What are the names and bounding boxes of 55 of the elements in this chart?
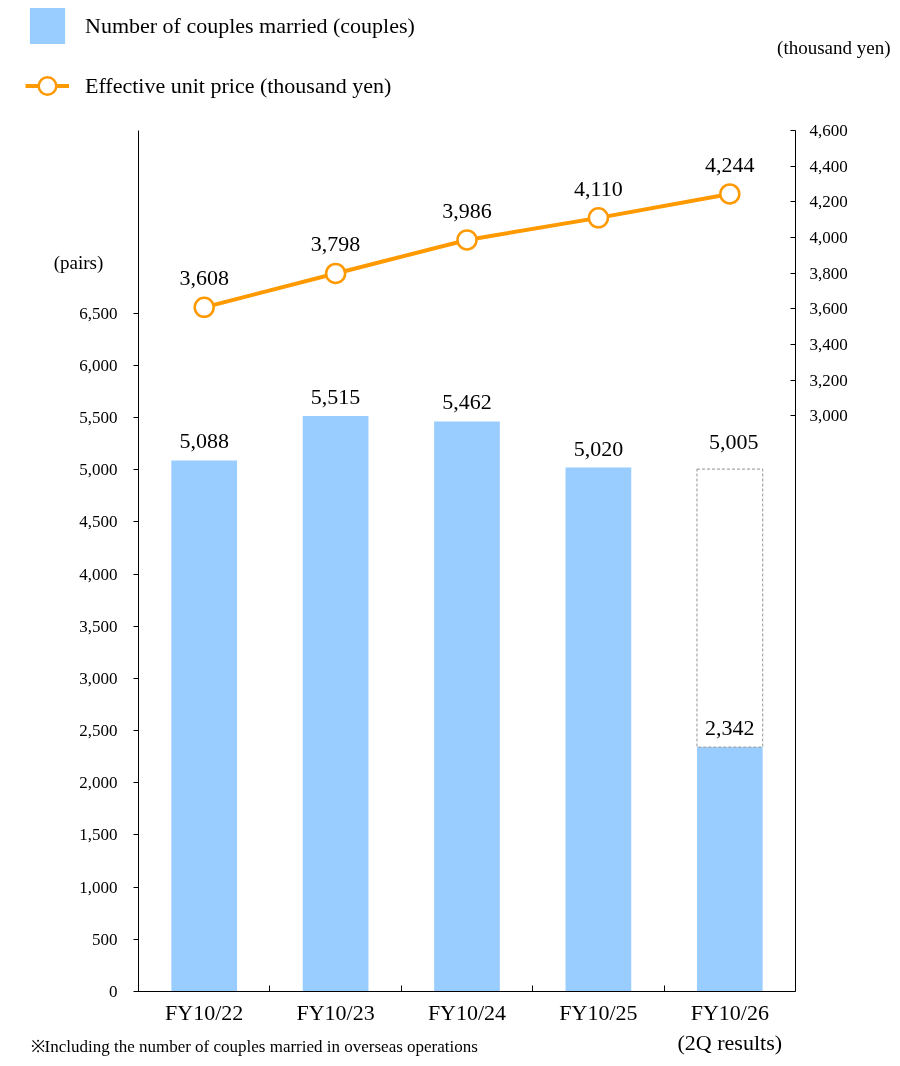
y-tick-label: 500 bbox=[92, 929, 118, 949]
y2-tick-label: 3,600 bbox=[809, 299, 848, 319]
y2-axis-title: (thousand yen) bbox=[777, 37, 891, 59]
y2-tick-label: 4,200 bbox=[809, 192, 848, 212]
y-tick-label: 2,500 bbox=[79, 721, 118, 741]
y2-tick-label: 3,400 bbox=[809, 334, 848, 354]
total-label: 5,005 bbox=[709, 429, 759, 455]
bar bbox=[565, 467, 632, 992]
y-tick-label: 0 bbox=[109, 982, 118, 1001]
bar bbox=[302, 415, 369, 992]
point bbox=[587, 207, 610, 229]
x-tick-label: FY10/26 (2Q results) bbox=[677, 999, 783, 1055]
y-axis-title: (pairs) bbox=[53, 252, 104, 274]
data-label: 5,515 bbox=[310, 383, 361, 409]
y-tick-label: 3,000 bbox=[79, 668, 118, 688]
data-label: 3,798 bbox=[310, 231, 361, 257]
y-tick-label: 3,500 bbox=[79, 616, 118, 636]
y-tick-label: 1,000 bbox=[79, 877, 118, 897]
y-tick-label: 2,000 bbox=[79, 773, 118, 793]
data-label: 2,342 bbox=[705, 715, 755, 741]
y-tick-label: 5,000 bbox=[79, 460, 118, 480]
y-tick-label: 5,500 bbox=[79, 408, 118, 427]
y2-tick-label: 3,200 bbox=[809, 370, 848, 390]
y-tick-label: 6,500 bbox=[79, 303, 118, 323]
bar bbox=[171, 460, 238, 992]
point bbox=[719, 183, 741, 205]
data-label: 5,462 bbox=[442, 389, 492, 415]
data-label: 4,110 bbox=[574, 175, 623, 201]
y-tick-label: 1,500 bbox=[79, 825, 118, 845]
y2-tick-label: 4,600 bbox=[809, 121, 848, 140]
y2-tick-label: 4,000 bbox=[809, 227, 848, 247]
data-label: 3,608 bbox=[179, 265, 229, 291]
data-label: 4,244 bbox=[705, 151, 755, 177]
y-tick-label: 6,000 bbox=[79, 355, 118, 375]
data-label: 3,986 bbox=[442, 197, 492, 223]
y-tick-label: 4,500 bbox=[79, 512, 118, 532]
point bbox=[456, 229, 478, 251]
bar bbox=[434, 421, 500, 992]
x-tick-label: FY10/22 bbox=[165, 999, 244, 1025]
legend-label: Effective unit price (thousand yen) bbox=[85, 72, 392, 99]
y2-tick-label: 3,000 bbox=[809, 406, 848, 426]
y2-tick-label: 4,400 bbox=[809, 156, 848, 176]
y-tick-label: 4,000 bbox=[79, 564, 118, 584]
text: ※Including the number of couples married in overseas operations bbox=[30, 1036, 478, 1056]
x-tick-label: FY10/23 bbox=[296, 999, 375, 1025]
y2-tick-label: 3,800 bbox=[809, 263, 848, 283]
bar bbox=[696, 747, 763, 992]
bar bbox=[696, 468, 764, 748]
legend-label: Number of couples married (couples) bbox=[85, 12, 415, 39]
data-label: 5,088 bbox=[179, 428, 229, 454]
point bbox=[324, 262, 347, 285]
x-tick-label: FY10/25 bbox=[559, 999, 638, 1025]
data-label: 5,020 bbox=[573, 435, 624, 461]
point bbox=[193, 296, 215, 319]
x-tick-label: FY10/24 bbox=[427, 999, 507, 1025]
